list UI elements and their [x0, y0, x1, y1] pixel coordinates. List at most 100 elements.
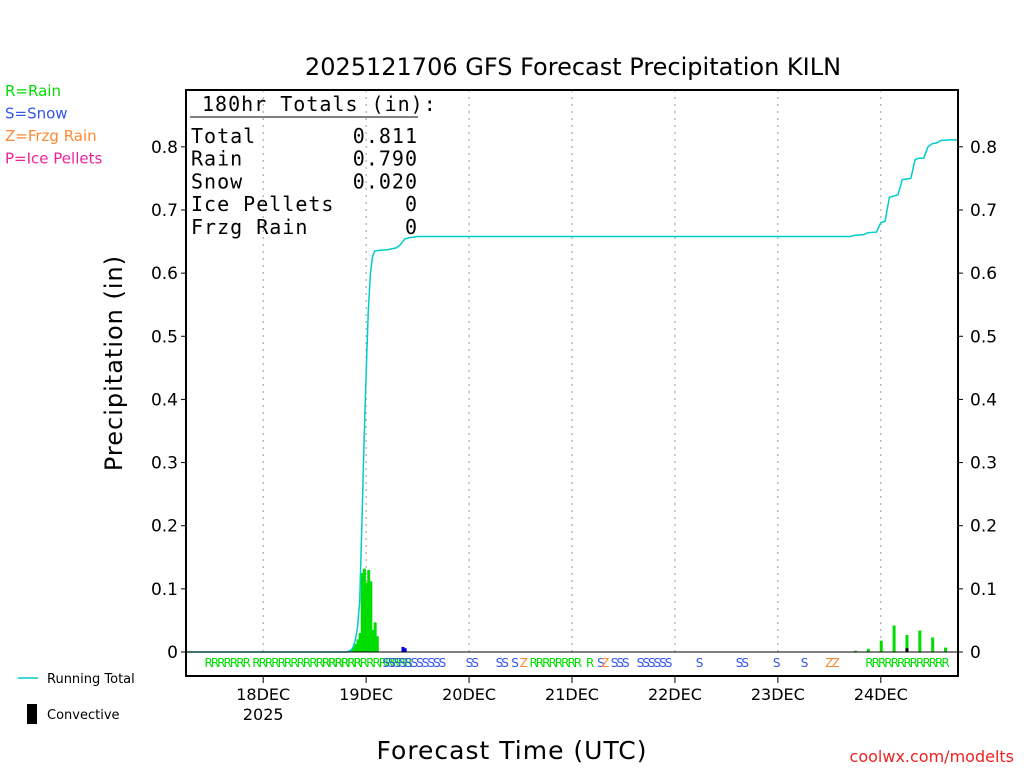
- precip-bars: [350, 568, 948, 652]
- precip-type-strip: RRRRRRR RRRRRRRRRRRRRRRRRRRRRRRRRRRRRRRSS…: [205, 656, 952, 670]
- x-tick-sublabel: 2025: [243, 705, 284, 724]
- y-tick-label-right: 0: [970, 643, 981, 663]
- ptype-label: SSSSSS: [637, 656, 672, 670]
- ptype-label: S: [597, 656, 604, 670]
- type-legend-entry: P=Ice Pellets: [5, 150, 102, 168]
- ptype-label: RRRRRRRRRRRRR: [865, 656, 949, 670]
- ptype-label: RRRRRRRRRRRRRR: [322, 656, 412, 670]
- rain-bar: [350, 650, 354, 652]
- totals-row-label: Total: [191, 124, 256, 148]
- totals-row-label: Frzg Rain: [191, 215, 308, 239]
- rain-bar: [944, 647, 948, 652]
- ptype-label: RRRRRRR: [205, 656, 251, 670]
- rain-bar: [362, 568, 366, 652]
- ptype-label: RRRRRRRRRRRRRRRRR: [252, 656, 361, 670]
- rain-bar: [360, 573, 364, 652]
- x-tick-label: 22DEC: [648, 685, 702, 704]
- y-tick-label-left: 0.7: [151, 201, 178, 221]
- rain-bar: [931, 637, 935, 652]
- type-legend-entry: Z=Frzg Rain: [5, 127, 97, 145]
- ptype-label: Z: [520, 656, 528, 670]
- totals-box: 180hr Totals (in): Total 0.811 Rain 0.790 Sn…: [190, 92, 437, 239]
- rain-bar: [879, 640, 883, 652]
- ptype-label: Z: [601, 656, 609, 670]
- totals-row-label: Rain: [191, 147, 243, 171]
- ptype-label: S: [696, 656, 703, 670]
- type-legend-entry: S=Snow: [5, 105, 68, 123]
- ptype-label: S: [511, 656, 518, 670]
- ptype-label: SSS: [611, 656, 629, 670]
- y-tick-label-left: 0.8: [151, 138, 178, 158]
- x-tick-label: 24DEC: [854, 685, 908, 704]
- ptype-label: S: [801, 656, 808, 670]
- totals-row-value: 0: [405, 215, 418, 239]
- ptype-label: RRRRRRRR: [529, 656, 581, 670]
- x-axis-label: Forecast Time (UTC): [377, 736, 648, 765]
- y-tick-label-right: 0.7: [970, 201, 997, 221]
- ptype-label: SS: [466, 656, 479, 670]
- x-tick-label: 21DEC: [545, 685, 599, 704]
- rain-bar: [356, 639, 360, 652]
- rain-bar: [358, 633, 362, 652]
- rain-bar: [352, 646, 356, 652]
- rain-bar: [892, 625, 896, 652]
- y-tick-label-right: 0.3: [970, 454, 997, 474]
- y-tick-label-left: 0.6: [151, 264, 178, 284]
- totals-row-label: Ice Pellets: [191, 192, 334, 216]
- totals-row-value: 0.811: [353, 124, 418, 148]
- y-tick-label-left: 0.1: [151, 580, 178, 600]
- totals-row-label: Snow: [191, 169, 243, 193]
- rain-bar: [853, 650, 857, 652]
- rain-bar: [866, 648, 870, 652]
- type-legend-entry: R=Rain: [5, 82, 61, 100]
- y-axis-label: Precipitation (in): [100, 255, 128, 471]
- convective-bar: [905, 648, 909, 652]
- totals-row-value: 0: [405, 192, 418, 216]
- snow-bar: [403, 648, 407, 652]
- precip-type-legend: R=Rain S=Snow Z=Frzg Rain P=Ice Pellets: [5, 82, 102, 168]
- ptype-label: ZZ: [825, 656, 839, 670]
- rain-bar: [369, 581, 373, 652]
- x-tick-label: 23DEC: [751, 685, 805, 704]
- ptype-label: S: [773, 656, 780, 670]
- x-tick-label: 18DEC: [236, 685, 290, 704]
- x-tick-label: 20DEC: [442, 685, 496, 704]
- y-tick-label-right: 0.6: [970, 264, 997, 284]
- convective-legend-swatch: [27, 704, 37, 724]
- rain-bar: [367, 569, 371, 652]
- rain-bar: [354, 643, 358, 652]
- y-tick-label-left: 0: [167, 643, 178, 663]
- y-tick-label-left: 0.5: [151, 327, 178, 347]
- y-tick-label-left: 0.3: [151, 454, 178, 474]
- rain-bar: [371, 629, 375, 652]
- ptype-label: SS: [496, 656, 509, 670]
- line-legend-label: Convective: [47, 708, 120, 723]
- totals-heading: 180hr Totals (in):: [202, 92, 437, 116]
- ptype-label: SSSSSSSSSSS: [382, 656, 445, 670]
- y-tick-label-left: 0.4: [151, 390, 178, 410]
- line-legend: Running Total Convective: [18, 672, 135, 724]
- y-tick-label-right: 0.2: [970, 517, 997, 537]
- y-tick-label-right: 0.1: [970, 580, 997, 600]
- y-axis-right: 0 0.1 0.2 0.3 0.4 0.5 0.6 0.7 0.8: [958, 138, 997, 663]
- rain-bar: [918, 630, 922, 652]
- snow-bar: [401, 646, 405, 652]
- rain-bar: [373, 622, 377, 652]
- y-tick-label-right: 0.8: [970, 138, 997, 158]
- y-tick-label-right: 0.4: [970, 390, 997, 410]
- chart-title: 2025121706 GFS Forecast Precipitation KI…: [305, 53, 841, 81]
- y-tick-label-left: 0.2: [151, 517, 178, 537]
- ptype-label: R: [586, 656, 594, 670]
- credit-text: coolwx.com/modelts: [850, 747, 1014, 766]
- totals-row-value: 0.790: [353, 147, 418, 171]
- rain-bar: [375, 636, 379, 652]
- line-legend-label: Running Total: [47, 672, 135, 687]
- x-tick-label: 19DEC: [339, 685, 393, 704]
- ptype-label: SS: [736, 656, 749, 670]
- running-total-line: [186, 139, 958, 653]
- rain-bar: [905, 634, 909, 652]
- rain-bar: [365, 582, 369, 652]
- y-axis-left: 0 0.1 0.2 0.3 0.4 0.5 0.6 0.7 0.8: [151, 138, 186, 663]
